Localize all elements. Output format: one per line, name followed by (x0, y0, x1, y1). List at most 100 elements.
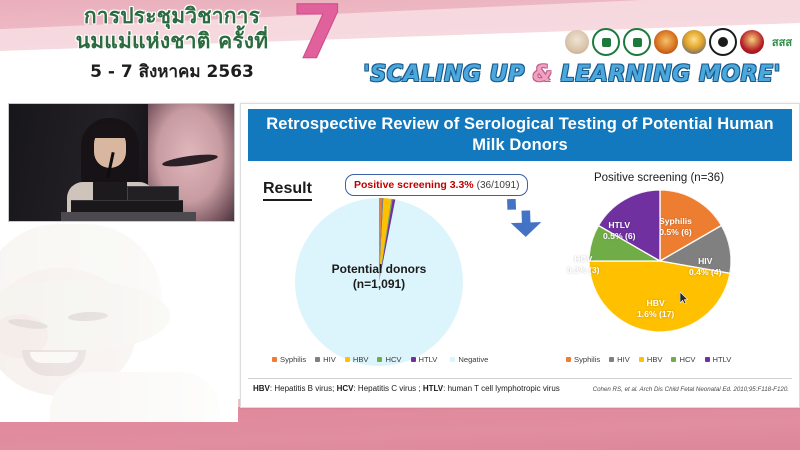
slice-label-hbv: HBV 1.6% (17) (637, 298, 674, 319)
slice-htlv (379, 199, 396, 282)
sponsor-logo-row: สสส (565, 26, 797, 58)
podium-base (61, 212, 196, 221)
positive-screening-pie-chart: Positive screening (n=36) (541, 172, 777, 372)
slide-citation: Cohen RS, et al. Arch Dis Child Fetal Ne… (592, 386, 789, 393)
legend-label-hbv: HBV (646, 355, 663, 364)
baby-image-fade-overlay (0, 222, 238, 422)
footnote-hbv-key: HBV (253, 384, 270, 393)
legend-label-htlv: HTLV (712, 355, 732, 364)
legend-item[interactable]: HCV (671, 355, 696, 364)
logo-royal-crest-orange-icon (654, 30, 679, 54)
callout-sub-text: (36/1091) (476, 179, 520, 191)
conference-slogan-part1: 'SCALING UP (363, 62, 533, 87)
conference-edition-number: 7 (292, 0, 344, 76)
legend-swatch-htlv-icon (410, 357, 416, 362)
legend-swatch-hbv-icon (344, 357, 350, 362)
footnote-htlv-value: : human T cell lymphotropic virus (443, 384, 560, 393)
callout-main-text: Positive screening 3.3% (354, 179, 474, 191)
flow-arrow-icon (500, 197, 545, 239)
baby-image-wash-overlay (0, 222, 238, 422)
logo-royal-emblem-icon (565, 30, 589, 54)
legend-label-htlv: HTLV (418, 355, 438, 364)
footnote-hbv-value: : Hepatitis B virus; (269, 384, 337, 393)
logo-ministry-public-health-1-icon (592, 28, 621, 56)
baby-decorative-image (0, 222, 238, 422)
slice-label-hcv-value: 0.3% (3) (567, 264, 600, 275)
slice-label-syphilis: Syphilis 0.5% (6) (659, 216, 692, 237)
slice-syphilis (379, 198, 382, 282)
legend-swatch-negative-icon (450, 357, 456, 362)
pie-left-center-label: Potential donors (n=1,091) (291, 262, 467, 292)
slice-hbv[interactable] (589, 260, 731, 332)
legend-positive-screening: Syphilis HIV HBV HCV HTLV (566, 355, 731, 364)
slice-label-syphilis-value: 0.5% (6) (659, 226, 692, 237)
speaker-hair-top (92, 122, 128, 138)
legend-label-syphilis: Syphilis (280, 355, 307, 364)
logo-royal-crest-garuda-icon (681, 30, 706, 54)
legend-item[interactable]: HBV (344, 355, 368, 364)
footnote-hcv-key: HCV (336, 384, 354, 393)
legend-item[interactable]: Negative (450, 355, 488, 364)
logo-thaihealth-label: สสส (771, 36, 793, 49)
potential-donors-pie-chart: Potential donors (n=1,091) (267, 196, 495, 368)
slice-label-hiv-value: 0.4% (4) (689, 266, 722, 277)
legend-item[interactable]: HTLV (410, 355, 438, 364)
slice-hbv (379, 198, 392, 282)
slice-htlv[interactable] (597, 190, 661, 263)
speaker-video-thumbnail[interactable] (8, 103, 235, 222)
legend-swatch-hbv-icon (638, 357, 644, 362)
legend-label-syphilis: Syphilis (574, 355, 601, 364)
legend-item[interactable]: HCV (377, 355, 402, 364)
footnote-hcv-value: : Hepatitis C virus ; (353, 384, 423, 393)
pie-right-svg (589, 190, 731, 332)
legend-item[interactable]: HBV (638, 355, 663, 364)
legend-label-hiv: HIV (323, 355, 336, 364)
conference-thai-title-line2: นมแม่แห่งชาติ ครั้งที่ (75, 29, 269, 53)
slice-label-hiv: HIV 0.4% (4) (689, 256, 721, 277)
legend-label-hiv: HIV (617, 355, 630, 364)
conference-slogan: 'SCALING UP & LEARNING MORE' (352, 62, 792, 87)
legend-item[interactable]: HIV (609, 355, 630, 364)
mouse-cursor-icon (680, 292, 688, 304)
legend-label-negative: Negative (458, 355, 489, 364)
legend-item[interactable]: HIV (315, 355, 336, 364)
slice-syphilis[interactable] (659, 190, 723, 263)
slice-label-htlv-value: 0.5% (6) (603, 230, 636, 241)
conference-slogan-ampersand: & (532, 62, 553, 87)
logo-black-seal-icon (708, 28, 737, 56)
pie-left-label-line1: Potential donors (331, 262, 427, 276)
legend-item[interactable]: HTLV (704, 355, 732, 364)
legend-swatch-hcv-icon (377, 357, 383, 362)
conference-slogan-part2: LEARNING MORE' (552, 62, 781, 87)
slice-label-hcv: HCV 0.3% (3) (567, 254, 599, 275)
slice-hcv (379, 198, 393, 282)
legend-item[interactable]: Syphilis (566, 355, 600, 364)
slice-label-hbv-value: 1.6% (17) (637, 308, 675, 319)
legend-swatch-syphilis-icon (566, 357, 571, 362)
slice-label-hbv-name: HBV (646, 298, 665, 308)
conference-thai-title-line1: การประชุมวิชาการ (83, 4, 261, 28)
slice-label-hiv-name: HIV (698, 256, 713, 266)
logo-thaihealth-icon: สสส (766, 31, 797, 53)
result-heading: Result (263, 180, 312, 201)
legend-swatch-hiv-icon (315, 357, 321, 362)
logo-ministry-public-health-2-icon (623, 28, 652, 56)
logo-red-crest-icon (739, 30, 764, 54)
conference-thai-date: 5 - 7 สิงหาคม 2563 (90, 62, 254, 82)
slice-hiv (379, 198, 384, 282)
legend-swatch-syphilis-icon (272, 357, 277, 362)
legend-potential-donors: Syphilis HIV HBV HCV HTLV Negative (272, 355, 488, 364)
legend-swatch-hcv-icon (671, 357, 677, 362)
pie-left-slivers (379, 198, 396, 282)
legend-label-hcv: HCV (679, 355, 696, 364)
legend-swatch-hiv-icon (609, 357, 615, 362)
pie-left-label-line2: (n=1,091) (352, 277, 406, 291)
slice-label-htlv-name: HTLV (608, 220, 631, 230)
conference-header-banner: การประชุมวิชาการ นมแม่แห่งชาติ ครั้งที่ … (0, 0, 800, 95)
legend-label-hcv: HCV (385, 355, 402, 364)
slide-title: Retrospective Review of Serological Test… (248, 109, 792, 161)
footer-divider (248, 378, 792, 379)
positive-screening-callout: Positive screening 3.3% (36/1091) (345, 174, 529, 196)
legend-item[interactable]: Syphilis (272, 355, 306, 364)
